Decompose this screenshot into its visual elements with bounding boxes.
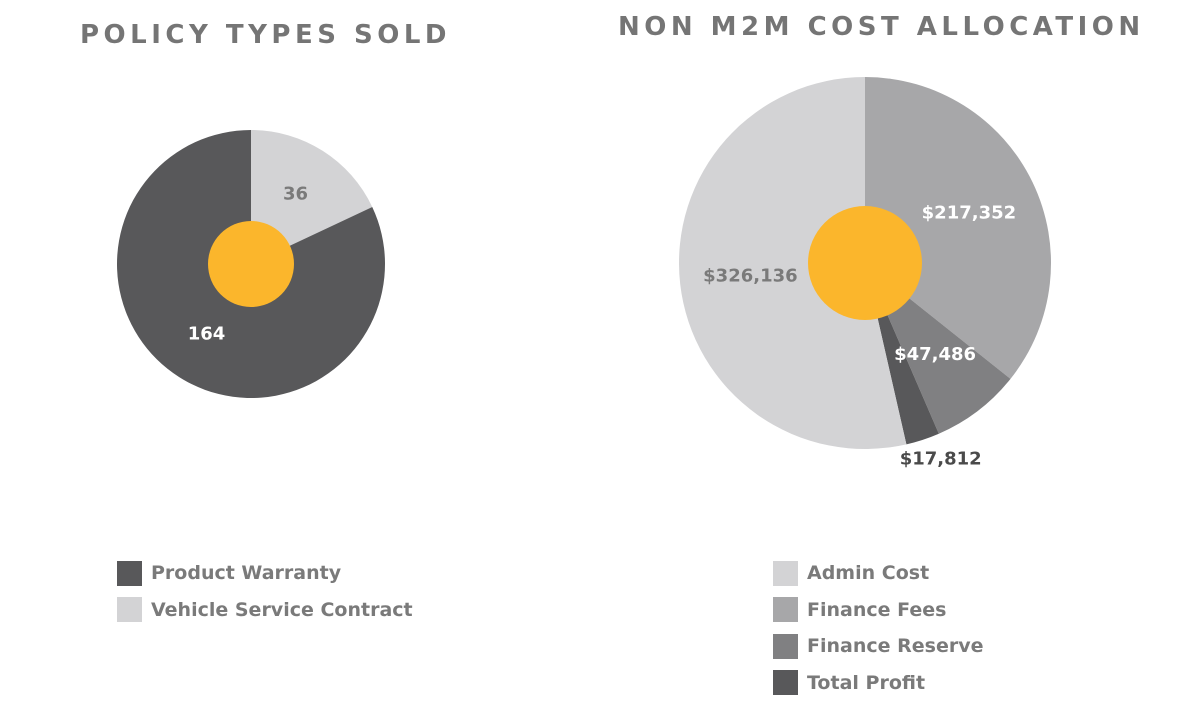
data-label-vehicle-service-contract: 36 <box>283 183 308 204</box>
legend-label: Finance Fees <box>807 598 947 621</box>
legend-swatch <box>117 597 142 622</box>
legend-label: Product Warranty <box>151 562 342 584</box>
legend-item-admin-cost: Admin Cost <box>773 560 983 586</box>
legend-swatch <box>773 633 798 659</box>
legend-label: Finance Reserve <box>807 635 984 657</box>
chart-title-cost-allocation: NON M2M COST ALLOCATION <box>618 12 1145 42</box>
legend-item-product-warranty: Product Warranty <box>117 560 413 586</box>
pie-center-dot <box>808 206 922 320</box>
legend-item-vehicle-service-contract: Vehicle Service Contract <box>117 597 413 623</box>
pie-slice-admin-cost <box>678 77 907 450</box>
data-label-admin-cost: $326,136 <box>703 265 798 286</box>
pie-center-dot <box>208 221 294 307</box>
pie-slice-vehicle-service-contract <box>251 130 373 264</box>
legend-swatch <box>773 560 798 586</box>
legend-swatch <box>117 560 142 586</box>
data-label-total-profit: $17,812 <box>900 449 982 470</box>
legend-item-finance-fees: Finance Fees <box>773 597 983 623</box>
legend-item-finance-reserve: Finance Reserve <box>773 633 983 659</box>
data-label-finance-reserve: $47,486 <box>894 344 976 365</box>
chart-title-policy-types: POLICY TYPES SOLD <box>80 20 451 50</box>
legend-cost-allocation: Admin Cost Finance Fees Finance Reserve … <box>773 560 983 706</box>
legend-policy-types: Product Warranty Vehicle Service Contrac… <box>117 560 413 633</box>
pie-slice-finance-fees <box>865 77 1051 379</box>
legend-label: Admin Cost <box>807 562 930 584</box>
legend-swatch <box>773 597 798 622</box>
data-label-product-warranty: 164 <box>188 324 226 345</box>
legend-item-total-profit: Total Profit <box>773 670 983 696</box>
legend-swatch <box>773 670 798 695</box>
legend-label: Vehicle Service Contract <box>151 598 413 621</box>
data-label-finance-fees: $217,352 <box>922 202 1017 223</box>
pie-chart-cost-allocation: $217,352 $47,486 $17,812 $326,136 <box>678 77 1051 470</box>
pie-chart-policy-types: 36 164 <box>116 130 385 398</box>
legend-label: Total Profit <box>807 671 926 694</box>
